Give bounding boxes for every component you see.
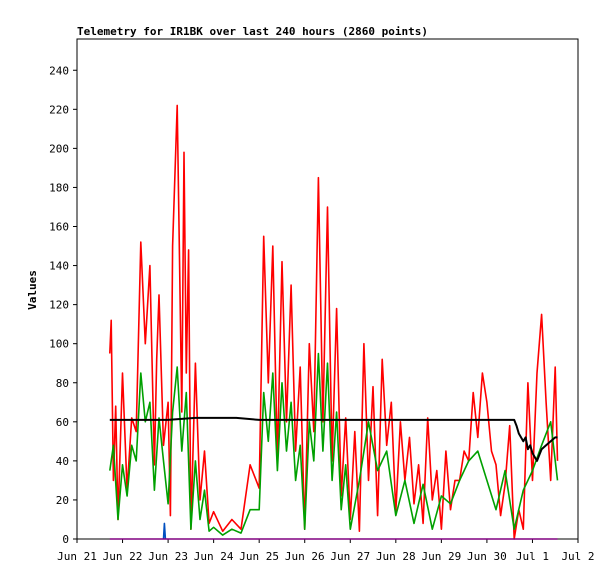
y-tick-label: 180 [49,181,69,194]
y-tick-label: 240 [49,64,69,77]
series-line-2 [109,352,559,536]
x-tick-label: Jun 27 [330,550,370,563]
chart-title: Telemetry for IR1BK over last 240 hours … [77,25,428,38]
y-tick-label: 0 [62,533,69,546]
series-line-3 [109,416,558,462]
y-tick-label: 40 [56,455,69,468]
series-layer [109,104,559,540]
series-line-4 [162,522,167,540]
x-tick-label: Jul 1 [516,550,549,563]
y-axis-ticks: 0 20 40 60 80 100 120 140 160 180 200 220 240 [49,64,77,546]
x-tick-label: Jun 24 [194,550,234,563]
x-tick-label: Jun 25 [239,550,279,563]
x-tick-label: Jun 21 [57,550,97,563]
x-tick-label: Jun 30 [467,550,507,563]
y-tick-label: 140 [49,260,69,273]
y-tick-label: 80 [56,377,69,390]
y-tick-label: 60 [56,416,69,429]
y-tick-label: 20 [56,494,69,507]
y-tick-label: 120 [49,299,69,312]
x-tick-label: Jun 23 [148,550,188,563]
y-tick-label: 200 [49,142,69,155]
y-tick-label: 160 [49,221,69,234]
y-tick-label: 220 [49,103,69,116]
x-tick-label: Jun 22 [103,550,143,563]
plot-area [76,38,579,540]
x-tick-label: Jun 26 [285,550,325,563]
x-axis-ticks: Jun 21 Jun 22 Jun 23 Jun 24 Jun 25 Jun 26 Jun … [57,539,595,563]
y-axis-title: Values [26,270,39,310]
x-tick-label: Jul 2 [561,550,594,563]
x-tick-label: Jun 28 [376,550,416,563]
y-tick-label: 100 [49,338,69,351]
series-line-1 [109,104,559,540]
x-tick-label: Jun 29 [421,550,461,563]
